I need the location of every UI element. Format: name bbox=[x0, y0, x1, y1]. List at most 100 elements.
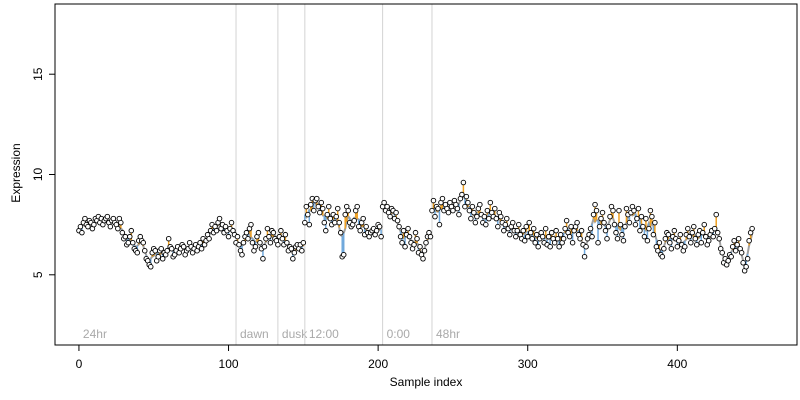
data-point bbox=[501, 227, 507, 234]
data-point bbox=[460, 179, 467, 186]
data-point bbox=[267, 239, 274, 246]
data-point bbox=[486, 215, 492, 222]
data-point bbox=[357, 227, 363, 234]
data-point bbox=[740, 260, 746, 266]
data-point bbox=[152, 247, 158, 254]
data-point bbox=[655, 247, 661, 254]
data-point bbox=[429, 207, 435, 214]
data-point bbox=[554, 235, 561, 242]
data-point bbox=[719, 249, 725, 256]
data-point bbox=[617, 221, 624, 228]
data-point bbox=[599, 209, 606, 216]
data-point bbox=[728, 253, 734, 260]
data-point bbox=[556, 243, 562, 250]
data-point bbox=[610, 207, 616, 214]
data-point bbox=[303, 203, 310, 210]
data-point bbox=[155, 253, 161, 260]
data-point bbox=[314, 195, 320, 202]
data-point bbox=[311, 207, 317, 214]
data-point bbox=[640, 223, 646, 230]
data-point bbox=[450, 207, 456, 214]
data-point bbox=[421, 247, 428, 254]
data-point bbox=[122, 233, 129, 240]
data-point bbox=[104, 213, 111, 220]
data-point bbox=[284, 239, 290, 246]
data-point bbox=[574, 219, 580, 226]
y-axis-label: Expression bbox=[9, 143, 23, 202]
data-point bbox=[527, 229, 534, 236]
time-marker-label: dawn bbox=[240, 327, 269, 341]
data-point bbox=[288, 245, 295, 252]
data-point bbox=[524, 233, 531, 240]
data-point bbox=[744, 255, 751, 262]
x-tick-label: 100 bbox=[219, 357, 239, 371]
data-point bbox=[529, 235, 535, 242]
data-point bbox=[743, 264, 749, 270]
data-point bbox=[691, 223, 697, 230]
data-point bbox=[130, 239, 136, 246]
data-points bbox=[76, 179, 755, 274]
data-point bbox=[439, 195, 446, 202]
data-point bbox=[523, 223, 529, 230]
data-point bbox=[414, 235, 420, 242]
data-point bbox=[507, 231, 513, 238]
data-point bbox=[539, 233, 546, 240]
data-point bbox=[318, 199, 325, 206]
data-point bbox=[492, 205, 498, 212]
data-point bbox=[487, 199, 494, 206]
data-point bbox=[454, 205, 461, 212]
data-point bbox=[725, 258, 731, 264]
data-point bbox=[158, 245, 164, 252]
data-point bbox=[255, 229, 262, 236]
data-point bbox=[323, 227, 329, 234]
data-point bbox=[705, 237, 712, 244]
data-point bbox=[493, 215, 500, 222]
data-point bbox=[626, 219, 633, 226]
data-point bbox=[306, 221, 313, 228]
data-point bbox=[702, 233, 709, 240]
data-point bbox=[502, 221, 509, 228]
data-point bbox=[566, 233, 573, 240]
x-tick-label: 0 bbox=[76, 357, 83, 371]
data-point bbox=[239, 251, 245, 258]
data-point bbox=[436, 221, 443, 228]
data-point bbox=[469, 203, 476, 210]
data-point bbox=[631, 207, 637, 214]
data-point bbox=[661, 245, 667, 252]
data-point bbox=[545, 233, 552, 240]
data-point bbox=[249, 239, 256, 246]
data-point bbox=[581, 253, 588, 260]
data-point bbox=[248, 221, 254, 228]
data-point bbox=[290, 255, 296, 262]
data-point bbox=[387, 213, 393, 220]
data-point bbox=[118, 219, 124, 226]
data-point bbox=[592, 201, 598, 208]
data-point bbox=[320, 205, 326, 212]
data-point bbox=[593, 207, 600, 214]
data-point bbox=[266, 233, 272, 240]
data-point bbox=[583, 243, 589, 250]
data-point bbox=[471, 209, 477, 216]
data-point bbox=[472, 219, 479, 226]
data-point bbox=[417, 243, 423, 250]
data-point bbox=[521, 237, 528, 244]
data-point bbox=[644, 237, 651, 244]
data-point bbox=[732, 247, 739, 254]
plot-frame bbox=[54, 3, 798, 346]
data-point bbox=[659, 253, 666, 260]
data-point bbox=[601, 219, 607, 226]
data-point bbox=[688, 239, 694, 246]
data-point bbox=[164, 247, 170, 254]
data-point bbox=[351, 217, 357, 224]
data-point bbox=[412, 229, 419, 236]
data-point bbox=[463, 193, 470, 200]
data-point bbox=[459, 191, 465, 198]
data-point bbox=[77, 223, 84, 230]
data-point bbox=[317, 209, 323, 216]
data-point bbox=[685, 225, 691, 232]
data-point bbox=[587, 225, 594, 232]
data-point bbox=[622, 223, 628, 230]
data-point bbox=[547, 243, 553, 250]
data-point bbox=[616, 207, 622, 214]
